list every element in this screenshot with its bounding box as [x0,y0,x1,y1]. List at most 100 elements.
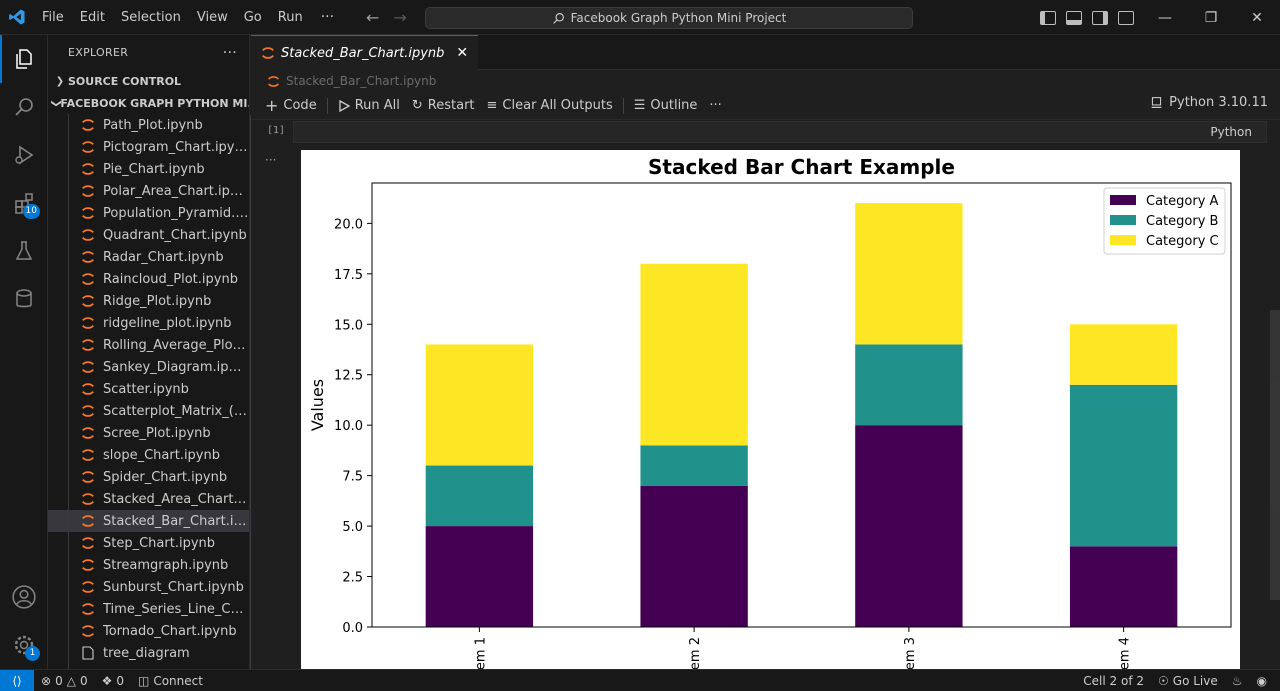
file-item[interactable]: Stacked_Area_Chart.ipy... [48,488,249,510]
file-item[interactable]: Path_Plot.ipynb [48,114,249,136]
go-live-label: Go Live [1172,674,1218,688]
cell-language-label[interactable]: Python [1210,125,1252,139]
run-all-button[interactable]: Run All [332,98,406,113]
bar-segment [425,344,534,466]
file-name: Time_Series_Line_Chart.... [103,601,249,617]
file-item[interactable]: Step_Chart.ipynb [48,532,249,554]
arrow-left-icon[interactable]: ← [366,8,380,27]
source-control-section[interactable]: ❯ SOURCE CONTROL [48,70,249,92]
menu-run[interactable]: Run [277,9,303,25]
code-cell[interactable]: [1] Python [251,121,1280,145]
x-tick-label: em 1 [473,637,488,669]
chevron-down-icon: ❯ [50,98,62,108]
go-live-button[interactable]: ☉ Go Live [1151,674,1225,688]
y-tick-label: 0.0 [342,621,363,636]
plus-icon: + [265,96,279,115]
remote-icon[interactable]: ⟨⟩ [0,669,34,691]
breadcrumb-file[interactable]: Stacked_Bar_Chart.ipynb [286,74,437,88]
file-item[interactable]: Time_Series_Line_Chart.... [48,598,249,620]
warnings-count: 0 [79,673,88,688]
errors-count: 0 [55,673,63,688]
file-name: Pictogram_Chart.ipynb [103,139,249,155]
menu-selection[interactable]: Selection [120,9,181,25]
minimize-icon[interactable]: — [1158,9,1172,26]
toggle-panel-icon[interactable] [1066,10,1082,25]
status-bar: ⟨⟩ ⊗ 0 △ 0 ❖ 0 ◫ Connect Cell 2 of 2 ☉ Go Liv… [0,669,1280,691]
file-item[interactable]: Scatterplot_Matrix_(SPL... [48,400,249,422]
file-item[interactable]: Scatter.ipynb [48,378,249,400]
menu-more-icon[interactable]: ··· [320,8,335,25]
extensions-icon[interactable]: 10 [0,179,48,227]
file-item[interactable]: Pictogram_Chart.ipynb [48,136,249,158]
tab-stacked-bar-chart[interactable]: Stacked_Bar_Chart.ipynb ✕ [251,35,479,70]
x-tick-label: em 2 [688,637,703,669]
file-name: Scatterplot_Matrix_(SPL... [103,403,249,419]
output-more-icon[interactable]: ··· [265,153,277,167]
file-item[interactable]: Raincloud_Plot.ipynb [48,268,249,290]
file-item[interactable]: Scree_Plot.ipynb [48,422,249,444]
editor-scrollbar[interactable] [1270,310,1280,600]
file-item[interactable]: Sankey_Diagram.ipynb [48,356,249,378]
editor-tabs: Stacked_Bar_Chart.ipynb ✕ [251,35,1280,70]
file-item[interactable]: slope_Chart.ipynb [48,444,249,466]
close-icon[interactable]: ✕ [456,45,469,61]
file-name: slope_Chart.ipynb [103,447,220,463]
cell-position[interactable]: Cell 2 of 2 [1083,674,1145,688]
connect-button[interactable]: ◫ Connect [131,674,210,688]
file-item[interactable]: Stacked_Bar_Chart.ipynb [48,510,249,532]
ports-indicator[interactable]: ❖ 0 [95,674,131,688]
menu-file[interactable]: File [42,9,64,25]
toggle-secondary-sidebar-icon[interactable] [1092,10,1108,25]
problems-indicator[interactable]: ⊗ 0 △ 0 [34,674,95,688]
run-all-label: Run All [354,98,400,113]
bar-segment [855,203,963,345]
restore-icon[interactable]: ❐ [1204,9,1218,26]
customize-layout-icon[interactable] [1118,10,1134,25]
file-item[interactable]: Polar_Area_Chart.ipynb [48,180,249,202]
arrow-right-icon[interactable]: → [393,8,407,27]
file-item[interactable]: Rolling_Average_Plot.ip... [48,334,249,356]
explorer-icon[interactable] [0,35,48,83]
kernel-picker[interactable]: Python 3.10.11 [1150,95,1268,110]
clear-outputs-button[interactable]: ≡ Clear All Outputs [481,98,619,113]
jupyter-icon [268,75,279,87]
y-tick-label: 17.5 [334,268,363,283]
file-item[interactable]: Spider_Chart.ipynb [48,466,249,488]
menu-go[interactable]: Go [243,9,262,25]
file-item[interactable]: Ridge_Plot.ipynb [48,290,249,312]
file-item[interactable]: Tornado_Chart.ipynb [48,620,249,642]
notifications-bell-icon[interactable]: ♨ [1231,674,1243,688]
close-window-icon[interactable]: ✕ [1251,9,1263,26]
add-code-cell-button[interactable]: + Code [259,96,323,115]
project-section[interactable]: ❯ FACEBOOK GRAPH PYTHON MI... [48,92,249,114]
manage-gear-icon[interactable]: 1 [0,621,48,669]
file-item[interactable]: Sunburst_Chart.ipynb [48,576,249,598]
outline-button[interactable]: ☰ Outline [628,98,704,113]
collapsed-cell-input[interactable]: Python [293,121,1267,143]
file-item[interactable]: Quadrant_Chart.ipynb [48,224,249,246]
copilot-icon[interactable]: ◉ [1256,674,1267,688]
accounts-icon[interactable] [0,573,48,621]
file-item[interactable]: Streamgraph.ipynb [48,554,249,576]
toggle-primary-sidebar-icon[interactable] [1040,10,1056,25]
explorer-more-icon[interactable]: ··· [222,44,237,61]
file-name: Ridge_Plot.ipynb [103,293,212,309]
restart-button[interactable]: ↻ Restart [406,98,481,113]
database-icon[interactable] [0,275,48,323]
menu-view[interactable]: View [196,9,228,25]
search-icon[interactable] [0,83,48,131]
jupyter-icon [80,139,96,155]
tree-indent-guide [68,114,69,669]
file-item[interactable]: Pie_Chart.ipynb [48,158,249,180]
command-center-search[interactable]: Facebook Graph Python Mini Project [425,7,913,29]
connect-label: Connect [153,673,203,688]
menu-edit[interactable]: Edit [79,9,105,25]
run-debug-icon[interactable] [0,131,48,179]
file-item[interactable]: tree_diagram [48,642,249,664]
legend-swatch [1110,235,1136,245]
file-item[interactable]: ridgeline_plot.ipynb [48,312,249,334]
file-item[interactable]: Population_Pyramid.ipy... [48,202,249,224]
toolbar-more-icon[interactable]: ··· [709,98,722,113]
testing-icon[interactable] [0,227,48,275]
file-item[interactable]: Radar_Chart.ipynb [48,246,249,268]
